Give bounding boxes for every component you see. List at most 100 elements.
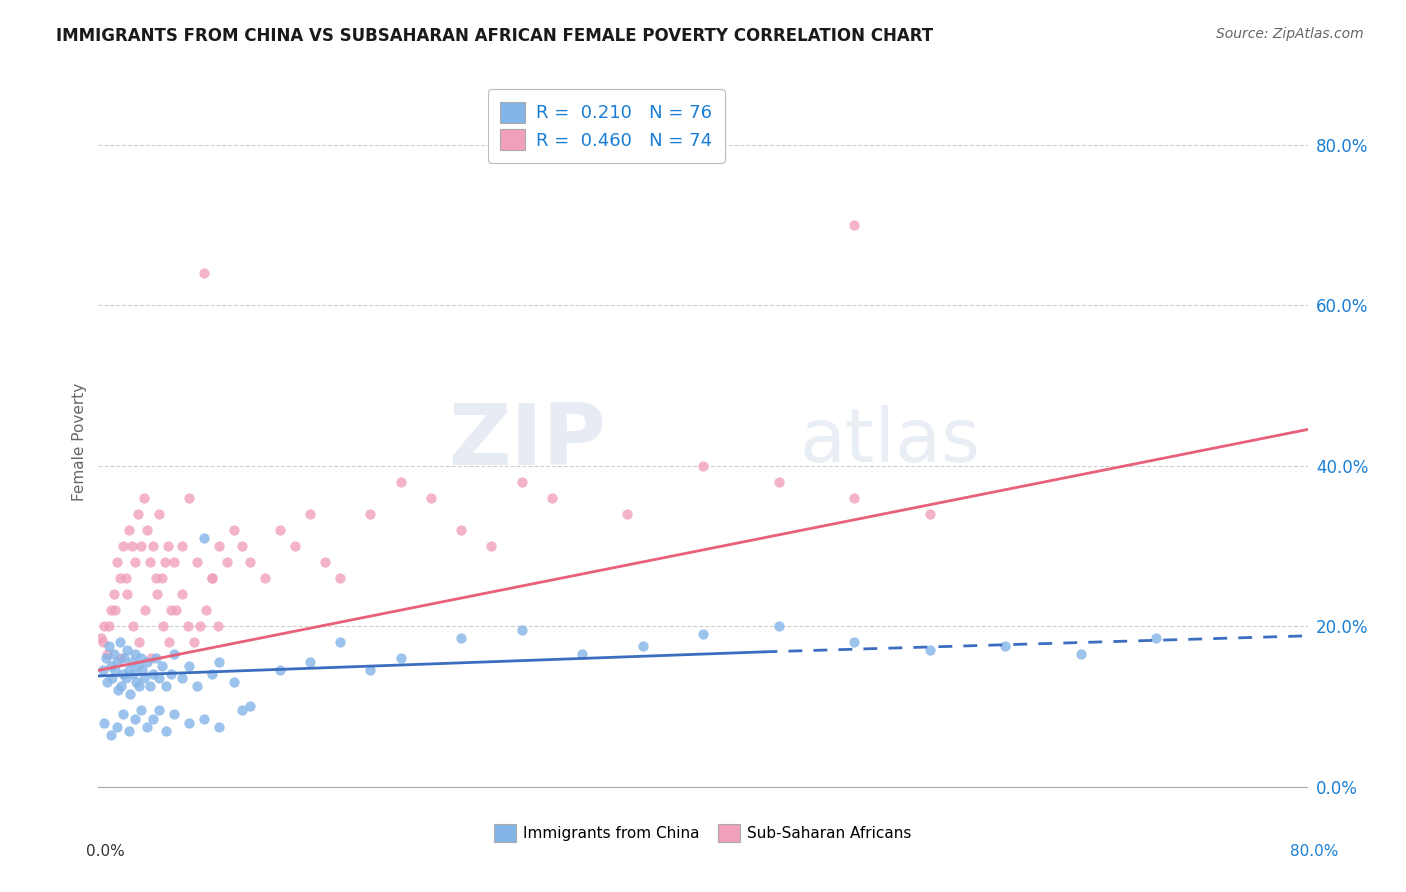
Point [132, 671, 155, 685]
Point [132, 491, 155, 505]
Point [193, 712, 215, 726]
Point [239, 699, 262, 714]
Legend: Immigrants from China, Sub-Saharan Africans: Immigrants from China, Sub-Saharan Afric… [486, 816, 920, 849]
Point [114, 571, 136, 585]
Text: IMMIGRANTS FROM CHINA VS SUBSAHARAN AFRICAN FEMALE POVERTY CORRELATION CHART: IMMIGRANTS FROM CHINA VS SUBSAHARAN AFRI… [56, 27, 934, 45]
Point [844, 218, 866, 232]
Point [127, 507, 149, 521]
Point [124, 712, 146, 726]
Point [179, 715, 201, 730]
Point [159, 635, 181, 649]
Point [571, 648, 593, 662]
Point [112, 651, 135, 665]
Point [139, 555, 162, 569]
Point [90, 632, 112, 646]
Point [450, 632, 472, 646]
Point [108, 635, 131, 649]
Point [1070, 648, 1092, 662]
Point [121, 539, 143, 553]
Point [631, 639, 654, 653]
Point [201, 667, 224, 681]
Point [94, 651, 117, 665]
Point [193, 266, 215, 280]
Point [329, 571, 352, 585]
Text: atlas: atlas [800, 405, 981, 478]
Point [360, 507, 382, 521]
Point [163, 555, 186, 569]
Point [131, 664, 153, 678]
Point [329, 635, 352, 649]
Point [194, 603, 217, 617]
Point [145, 571, 167, 585]
Point [269, 523, 291, 537]
Point [269, 664, 291, 678]
Point [129, 651, 152, 665]
Point [108, 571, 131, 585]
Text: 0.0%: 0.0% [86, 845, 125, 859]
Point [101, 671, 124, 685]
Point [163, 648, 186, 662]
Point [481, 539, 503, 553]
Point [193, 531, 215, 545]
Point [540, 491, 562, 505]
Point [98, 619, 121, 633]
Point [142, 539, 165, 553]
Point [100, 728, 122, 742]
Point [127, 659, 149, 673]
Point [163, 707, 186, 722]
Point [122, 619, 145, 633]
Point [105, 655, 128, 669]
Point [121, 655, 143, 669]
Point [110, 680, 132, 694]
Point [253, 571, 276, 585]
Point [100, 659, 122, 673]
Point [115, 643, 138, 657]
Point [768, 475, 790, 489]
Point [96, 675, 118, 690]
Point [170, 587, 193, 601]
Point [179, 491, 201, 505]
Point [111, 539, 134, 553]
Point [389, 475, 412, 489]
Point [142, 712, 165, 726]
Point [188, 619, 211, 633]
Point [692, 458, 714, 473]
Point [111, 707, 134, 722]
Point [135, 655, 157, 669]
Point [616, 507, 638, 521]
Point [120, 687, 142, 701]
Point [105, 555, 128, 569]
Y-axis label: Female Poverty: Female Poverty [72, 383, 87, 500]
Point [105, 719, 128, 733]
Point [107, 683, 129, 698]
Point [124, 648, 146, 662]
Point [100, 603, 122, 617]
Point [186, 680, 208, 694]
Point [299, 507, 322, 521]
Point [420, 491, 443, 505]
Point [176, 619, 198, 633]
Point [844, 491, 866, 505]
Point [129, 703, 152, 717]
Point [208, 719, 231, 733]
Point [994, 639, 1017, 653]
Point [239, 555, 262, 569]
Point [128, 680, 150, 694]
Point [139, 680, 162, 694]
Point [111, 667, 134, 681]
Point [150, 659, 173, 673]
Point [183, 635, 205, 649]
Point [1144, 632, 1167, 646]
Point [207, 619, 229, 633]
Point [160, 603, 183, 617]
Point [145, 651, 167, 665]
Point [118, 723, 141, 738]
Point [125, 675, 148, 690]
Point [142, 667, 165, 681]
Point [299, 655, 322, 669]
Point [215, 555, 238, 569]
Point [768, 619, 790, 633]
Point [152, 619, 174, 633]
Point [103, 587, 125, 601]
Point [231, 703, 253, 717]
